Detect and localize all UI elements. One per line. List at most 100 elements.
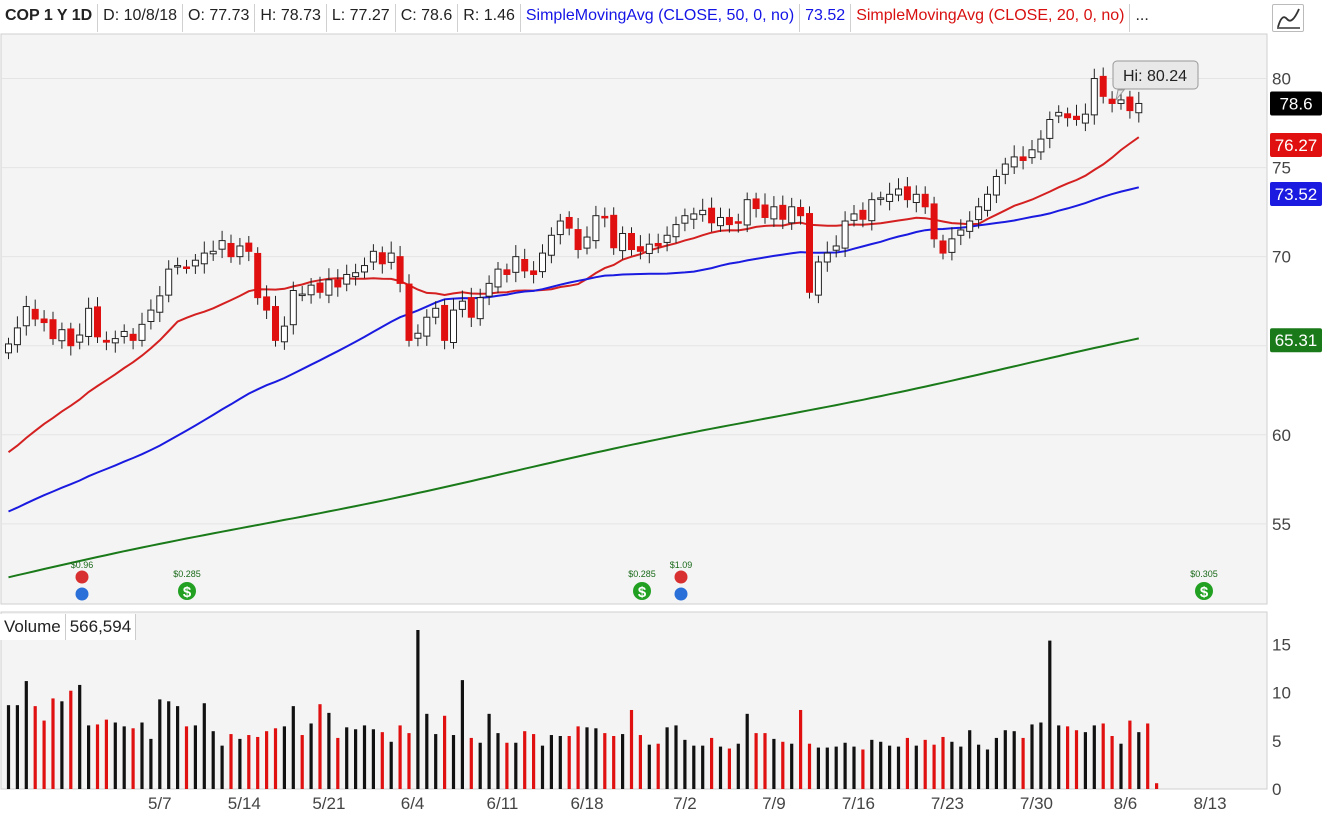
volume-bar [407, 733, 411, 789]
candle [272, 295, 279, 347]
volume-bar [1083, 732, 1087, 789]
date-tick-label: 5/14 [228, 794, 261, 813]
volume-tick-label: 0 [1272, 780, 1281, 799]
volume-bar [558, 736, 562, 789]
date-tick-label: 6/4 [401, 794, 425, 813]
price-tag-value: 76.27 [1275, 136, 1318, 155]
volume-bar [540, 745, 545, 789]
volume-series [6, 630, 1159, 789]
candle-body [921, 193, 929, 208]
event-label: $0.285 [628, 569, 656, 579]
candle [58, 322, 66, 349]
candle [636, 235, 644, 260]
candle [494, 262, 502, 294]
candle-body [850, 213, 858, 221]
candle [530, 261, 538, 284]
volume-bar [24, 681, 28, 789]
volume-bar [354, 729, 358, 789]
candle-body [841, 220, 849, 249]
volume-bar [345, 727, 349, 789]
earnings-icon [75, 570, 89, 584]
candle-body [770, 206, 778, 220]
candle-body [1037, 138, 1045, 153]
candle [717, 207, 724, 232]
volume-bar [1012, 731, 1016, 789]
sma50-study-label[interactable]: SimpleMovingAvg (CLOSE, 50, 0, no) [520, 4, 801, 32]
candle [1010, 145, 1018, 175]
candle-body [280, 325, 288, 343]
volume-bar [621, 734, 625, 789]
date-tick-label: 7/16 [842, 794, 875, 813]
candle [22, 295, 30, 336]
event-markers[interactable]: $0.96 $0.285 $ $0.285 $ $1.09 $0.305 $ [71, 560, 1218, 601]
volume-bar [888, 745, 892, 789]
dividend-marker[interactable]: $0.285 $ [628, 569, 656, 601]
candle [280, 316, 288, 350]
earnings-marker[interactable]: $1.09 [670, 560, 693, 601]
candle-body [601, 215, 609, 219]
candle [868, 192, 876, 231]
volume-label[interactable]: Volume [0, 614, 66, 640]
earnings-marker[interactable]: $0.96 [71, 560, 94, 601]
volume-bar [1119, 743, 1123, 789]
candle-body [672, 224, 680, 238]
more-studies-button[interactable]: ... [1130, 4, 1154, 32]
candle [1108, 91, 1116, 113]
volume-bar [950, 741, 954, 789]
volume-bar [434, 734, 438, 789]
volume-bar [425, 713, 429, 789]
candle-body [957, 229, 965, 236]
volume-bar [674, 725, 678, 789]
candle [147, 299, 155, 330]
candle-body [628, 233, 635, 251]
dividend-marker[interactable]: $0.305 $ [1190, 569, 1218, 601]
volume-bar [532, 734, 536, 789]
high-readout: H: 78.73 [255, 4, 327, 32]
volume-bar [665, 727, 669, 789]
candle [396, 245, 404, 293]
volume-bar [389, 741, 393, 789]
price-tags: 78.6 76.27 73.52 65.31 [1270, 91, 1322, 353]
candle [939, 234, 947, 260]
candle [948, 227, 956, 261]
candle [183, 259, 190, 274]
candle [1028, 139, 1036, 164]
volume-bar [327, 712, 331, 789]
candle-body [494, 268, 502, 288]
candle-body [227, 242, 235, 258]
candle [254, 247, 262, 305]
volume-bar [612, 736, 616, 789]
volume-bar [683, 739, 687, 789]
candle [681, 208, 689, 232]
price-panel[interactable] [0, 33, 1268, 605]
candle [423, 309, 431, 346]
candle-body [1073, 115, 1080, 120]
candle [49, 311, 57, 345]
date-readout: D: 10/8/18 [98, 4, 183, 32]
candle [984, 186, 991, 217]
candle-body [120, 330, 128, 337]
volume-bar [478, 742, 482, 789]
volume-bar [879, 741, 883, 789]
candle-body [583, 236, 591, 249]
trendline-tool-button[interactable] [1272, 4, 1304, 32]
candle-body [806, 213, 813, 293]
sma20-study-label[interactable]: SimpleMovingAvg (CLOSE, 20, 0, no) [851, 4, 1131, 32]
candle-body [40, 318, 48, 324]
volume-bar [247, 735, 251, 789]
dividend-marker[interactable]: $0.285 $ [173, 569, 201, 601]
open-readout: O: 77.73 [183, 4, 256, 32]
candle [298, 286, 306, 302]
sma50-line [8, 186, 1140, 513]
sma200-line [8, 337, 1140, 579]
volume-bar [362, 725, 367, 789]
dollar-icon [178, 582, 196, 600]
event-label: $0.96 [71, 560, 94, 570]
volume-bar [701, 745, 705, 789]
range-readout: R: 1.46 [458, 4, 521, 32]
volume-bar [167, 701, 171, 789]
volume-bar [380, 732, 384, 789]
symbol-label[interactable]: COP 1 Y 1D [0, 4, 99, 32]
volume-bar [443, 715, 447, 789]
